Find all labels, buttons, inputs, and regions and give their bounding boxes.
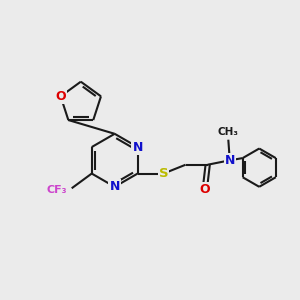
Text: O: O	[200, 183, 210, 196]
Text: O: O	[55, 90, 66, 103]
Text: N: N	[110, 180, 120, 193]
Text: S: S	[159, 167, 168, 180]
Text: N: N	[225, 154, 235, 167]
Text: CH₃: CH₃	[218, 127, 239, 137]
Text: CF₃: CF₃	[47, 185, 67, 195]
Text: N: N	[132, 141, 143, 154]
